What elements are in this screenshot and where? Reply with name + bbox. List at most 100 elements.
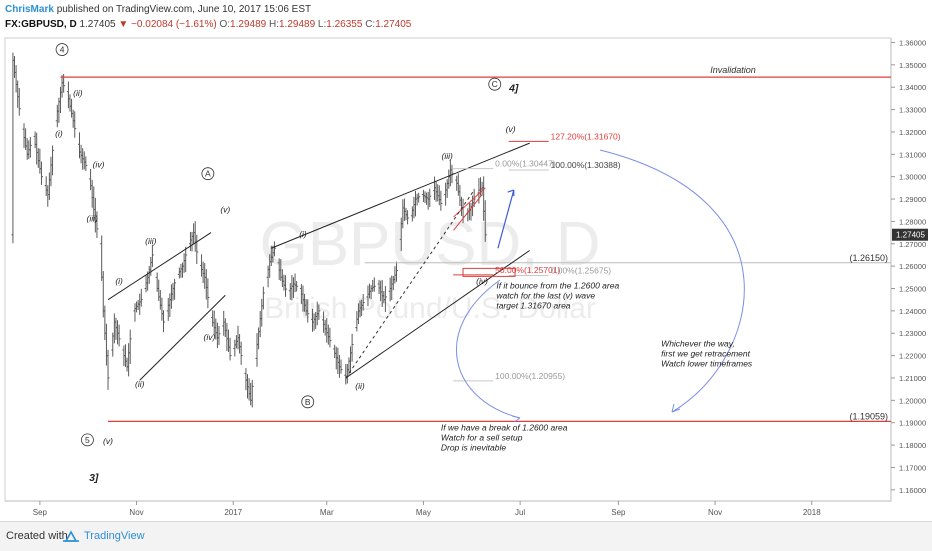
annotation-text: Whichever the way, — [661, 339, 735, 349]
wave-channel-lower — [139, 294, 226, 381]
wave-circle — [81, 433, 94, 447]
created-with-text: Created with — [6, 530, 68, 542]
annotation-text: Watch lower timeframes — [661, 359, 753, 369]
down-arrow-icon: ▼ — [118, 19, 129, 30]
price-tick-label: 1.26000 — [899, 262, 926, 271]
wave-label: (i) — [299, 229, 307, 239]
fib-label: 0.00%(1.30447) — [495, 159, 556, 169]
price-tick-label: 1.19000 — [899, 419, 926, 428]
price-tick-label: 1.29000 — [899, 195, 926, 204]
price-tick-label: 1.25000 — [899, 285, 926, 294]
wave-label: (ii) — [73, 88, 83, 98]
last-price-tag-label: 1.27405 — [896, 231, 925, 240]
price-tick-label: 1.31000 — [899, 150, 926, 159]
time-tick-label: 2018 — [803, 508, 821, 517]
wave-label: (v) — [506, 124, 516, 134]
price-tick-label: 1.23000 — [899, 329, 926, 338]
price-tick-label: 1.34000 — [899, 83, 926, 92]
wave-label: (i) — [55, 128, 63, 138]
wave-label: (i) — [115, 276, 123, 286]
fib-label: 100.00%(1.30388) — [551, 160, 621, 170]
low-value: 1.26355 — [326, 19, 363, 30]
annotation-text: Drop is inevitable — [441, 443, 506, 453]
dashed-projection-line — [345, 189, 475, 379]
wave-channel-upper — [107, 232, 212, 301]
low-label: L: — [317, 19, 327, 30]
time-tick-label: Nov — [129, 508, 143, 517]
wave-label: (ii) — [135, 379, 145, 389]
annotation-text: first we get retracement — [661, 349, 750, 359]
wave-label: 3] — [89, 472, 99, 484]
price-tick-label: 1.18000 — [899, 441, 926, 450]
wave-label: 4 — [60, 45, 65, 55]
wave-label: C — [492, 79, 498, 89]
wave-label: (iv) — [204, 332, 216, 342]
tradingview-brand-link[interactable]: TradingView — [84, 530, 145, 542]
fib-label: 127.20%(1.31670) — [551, 131, 621, 141]
time-tick-label: Nov — [708, 508, 722, 517]
annotation-text: Watch for a sell setup — [441, 433, 523, 443]
time-tick-label: Sep — [33, 508, 48, 517]
open-label: O: — [219, 19, 231, 30]
symbol-label[interactable]: FX:GBPUSD, D — [5, 19, 77, 30]
price-tick-label: 1.32000 — [899, 128, 926, 137]
time-tick-label: Mar — [320, 508, 334, 517]
price-tick-label: 1.17000 — [899, 463, 926, 472]
drop-curve-head — [511, 415, 521, 423]
time-tick-label: Sep — [611, 508, 626, 517]
price-tick-label: 1.22000 — [899, 352, 926, 361]
time-tick-label: Jul — [515, 508, 525, 517]
wave-circle — [55, 43, 69, 56]
high-value: 1.29489 — [278, 19, 316, 30]
price-tick-label: 1.21000 — [899, 374, 926, 383]
watermark-symbol: GBPUSD, D — [259, 210, 600, 279]
footer-bar: Created with TradingView — [0, 521, 932, 551]
wave-circle — [201, 167, 215, 181]
price-tick-label: 1.16000 — [899, 486, 926, 495]
wave-label: (iii) — [442, 151, 453, 161]
wave-label: (iii) — [87, 213, 98, 223]
close-value: 1.27405 — [375, 19, 412, 30]
wave-label: 5 — [85, 435, 90, 445]
price-change: −0.02084 (−1.61%) — [131, 19, 217, 30]
wave-label: B — [305, 397, 311, 407]
wave-label: (v) — [103, 436, 113, 446]
ohlc-line: FX:GBPUSD, D 1.27405 ▼ −0.02084 (−1.61%)… — [5, 19, 411, 30]
wave-label: (iv) — [476, 276, 488, 286]
drop-curve — [455, 279, 521, 419]
fib-label: 0.00%(1.25675) — [551, 266, 612, 276]
price-tick-label: 1.20000 — [899, 396, 926, 405]
close-label: C: — [365, 19, 376, 30]
wave-label: A — [205, 169, 211, 179]
annotation-text: watch for the last (v) wave — [496, 291, 595, 301]
price-tick-label: 1.27000 — [899, 240, 926, 249]
wave-label: (v) — [220, 204, 230, 214]
wave-circle — [301, 395, 315, 409]
annotation-text: If it bounce from the 1.2600 area — [496, 281, 619, 291]
wave-label: (iii) — [145, 236, 156, 246]
publish-line: ChrisMark published on TradingView.com, … — [5, 4, 311, 15]
tradingview-cloud-icon — [63, 530, 79, 542]
annotation-text: If we have a break of 1.2600 area — [441, 423, 568, 433]
annotation-text: target 1.31670 area — [496, 301, 570, 311]
price-tick-label: 1.30000 — [899, 173, 926, 182]
retracement-curve — [599, 149, 745, 413]
time-tick-label: May — [416, 508, 431, 517]
wave-circle — [488, 77, 502, 91]
level-label: (1.26150) — [849, 253, 888, 263]
open-value: 1.29489 — [230, 19, 267, 30]
price-tick-label: 1.33000 — [899, 106, 926, 115]
fib-label: 50.00%(1.25701) — [495, 265, 560, 275]
author-link[interactable]: ChrisMark — [5, 4, 54, 15]
support-label: (1.19059) — [849, 411, 888, 421]
price-tick-label: 1.28000 — [899, 217, 926, 226]
price-tick-label: 1.35000 — [899, 61, 926, 70]
wave-channel-upper-2 — [271, 142, 530, 249]
time-tick-label: 2017 — [224, 508, 242, 517]
wave-channel-lower-2 — [345, 250, 530, 379]
last-price-tag — [892, 228, 928, 241]
wave-label: (iv) — [93, 160, 105, 170]
wave-label: (ii) — [355, 381, 365, 391]
wave-label: 4] — [508, 83, 519, 95]
